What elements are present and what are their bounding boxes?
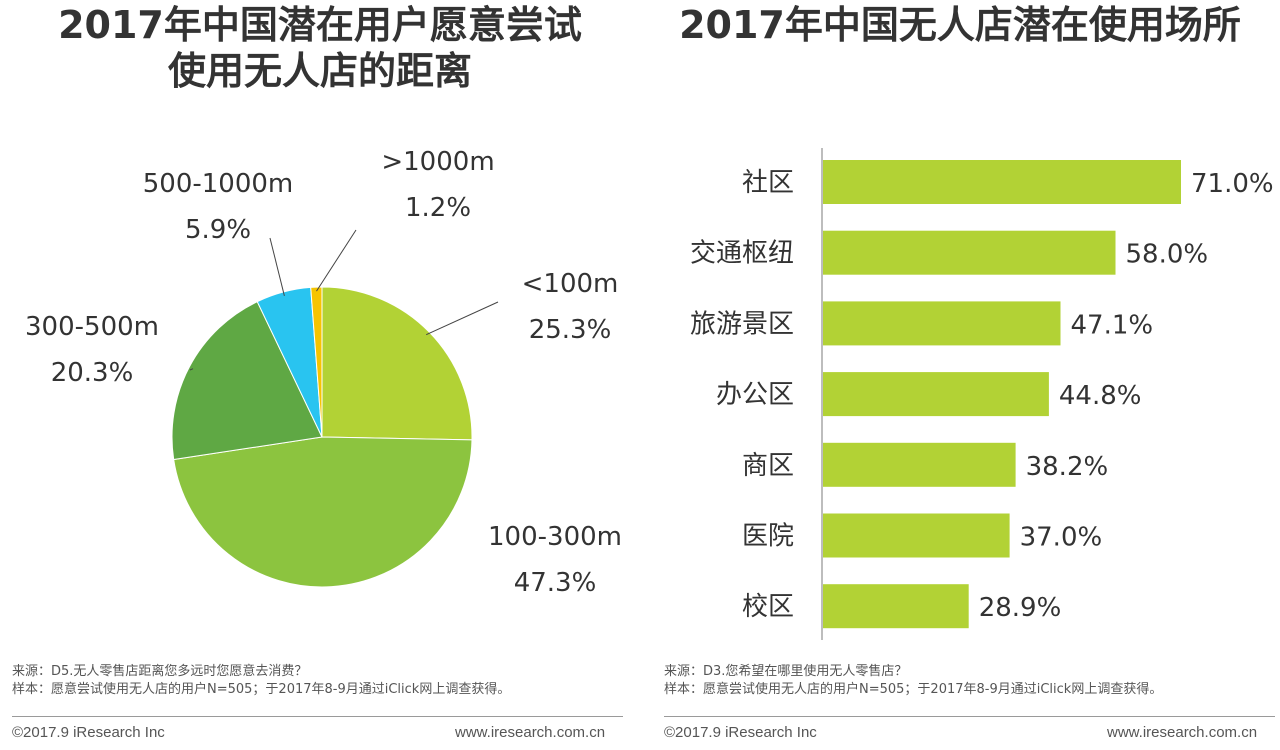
pie-slice-label: 100-300m: [488, 522, 622, 552]
pie-copyright: ©2017.9 iResearch Inc: [12, 724, 165, 741]
pie-chart-title: 2017年中国潜在用户愿意尝试 使用无人店的距离: [20, 2, 620, 94]
pie-value-label: 1.2%: [405, 193, 471, 223]
pie-leader-line: [269, 237, 285, 297]
bar-source-note: 来源：D3.您希望在哪里使用无人零售店？: [664, 664, 908, 679]
bar-category-label: 办公区: [716, 380, 794, 410]
pie-footer-divider: [12, 716, 623, 717]
bar: [823, 301, 1061, 346]
bar-value-label: 38.2%: [1026, 452, 1109, 482]
pie-slice-label: 300-500m: [25, 312, 159, 342]
bar-category-label: 医院: [742, 522, 794, 552]
bar-chart: 社区 71.0% 交通枢纽 58.0% 旅游景区 47.1% 办公区 44.8% 商区 38.2%…: [690, 148, 1274, 640]
pie-slice: [321, 286, 473, 441]
bar: [823, 584, 969, 629]
pie-leader-line: [316, 229, 357, 292]
bar-value-label: 28.9%: [979, 593, 1062, 623]
bar: [823, 442, 1016, 487]
bar-footer-divider: [664, 716, 1275, 717]
bar-value-label: 58.0%: [1126, 240, 1209, 270]
pie-website-link[interactable]: www.iresearch.com.cn: [455, 724, 606, 741]
pie-slice-label: 500-1000m: [143, 169, 294, 199]
bar-value-label: 44.8%: [1059, 381, 1142, 411]
bar-category-label: 校区: [742, 592, 794, 622]
pie-value-label: 5.9%: [185, 215, 251, 245]
bar-chart-title: 2017年中国无人店潜在使用场所: [679, 3, 1241, 47]
pie-value-label: 47.3%: [514, 568, 597, 598]
pie-leader-line: [189, 368, 194, 371]
pie-slice: [310, 286, 323, 438]
bar-category-label: 社区: [742, 168, 794, 198]
bar-copyright: ©2017.9 iResearch Inc: [664, 724, 817, 741]
bar-category-label: 旅游景区: [690, 309, 794, 339]
bar-website-link[interactable]: www.iresearch.com.cn: [1107, 724, 1258, 741]
pie-chart: <100m 25.3% 100-300m 47.3% 300-500m 20.3% 500-…: [25, 147, 622, 598]
bar: [823, 513, 1010, 558]
pie-value-label: 20.3%: [51, 358, 134, 388]
pie-slice: [171, 301, 323, 461]
bar: [823, 372, 1049, 417]
pie-value-label: 25.3%: [529, 315, 612, 345]
pie-leader-line: [425, 301, 499, 336]
bar: [823, 160, 1181, 204]
pie-source-note: 来源：D5.无人零售店距离您多远时您愿意去消费？: [12, 664, 308, 679]
bar-value-label: 37.0%: [1020, 523, 1103, 553]
bar-value-label: 71.0%: [1191, 169, 1274, 199]
pie-slice-label: <100m: [522, 269, 619, 299]
bar-sample-note: 样本：愿意尝试使用无人店的用户N=505；于2017年8-9月通过iClick网…: [664, 682, 1163, 697]
bar-value-label: 47.1%: [1071, 310, 1154, 340]
bar-category-label: 商区: [742, 451, 794, 481]
pie-slice: [173, 436, 473, 588]
bar-category-label: 交通枢纽: [690, 239, 794, 269]
pie-sample-note: 样本：愿意尝试使用无人店的用户N=505；于2017年8-9月通过iClick网…: [12, 682, 511, 697]
bar: [823, 230, 1116, 275]
pie-title-line-2: 使用无人店的距离: [167, 49, 472, 93]
pie-title-line-1: 2017年中国潜在用户愿意尝试: [58, 3, 582, 47]
pie-slice-label: >1000m: [381, 147, 494, 177]
